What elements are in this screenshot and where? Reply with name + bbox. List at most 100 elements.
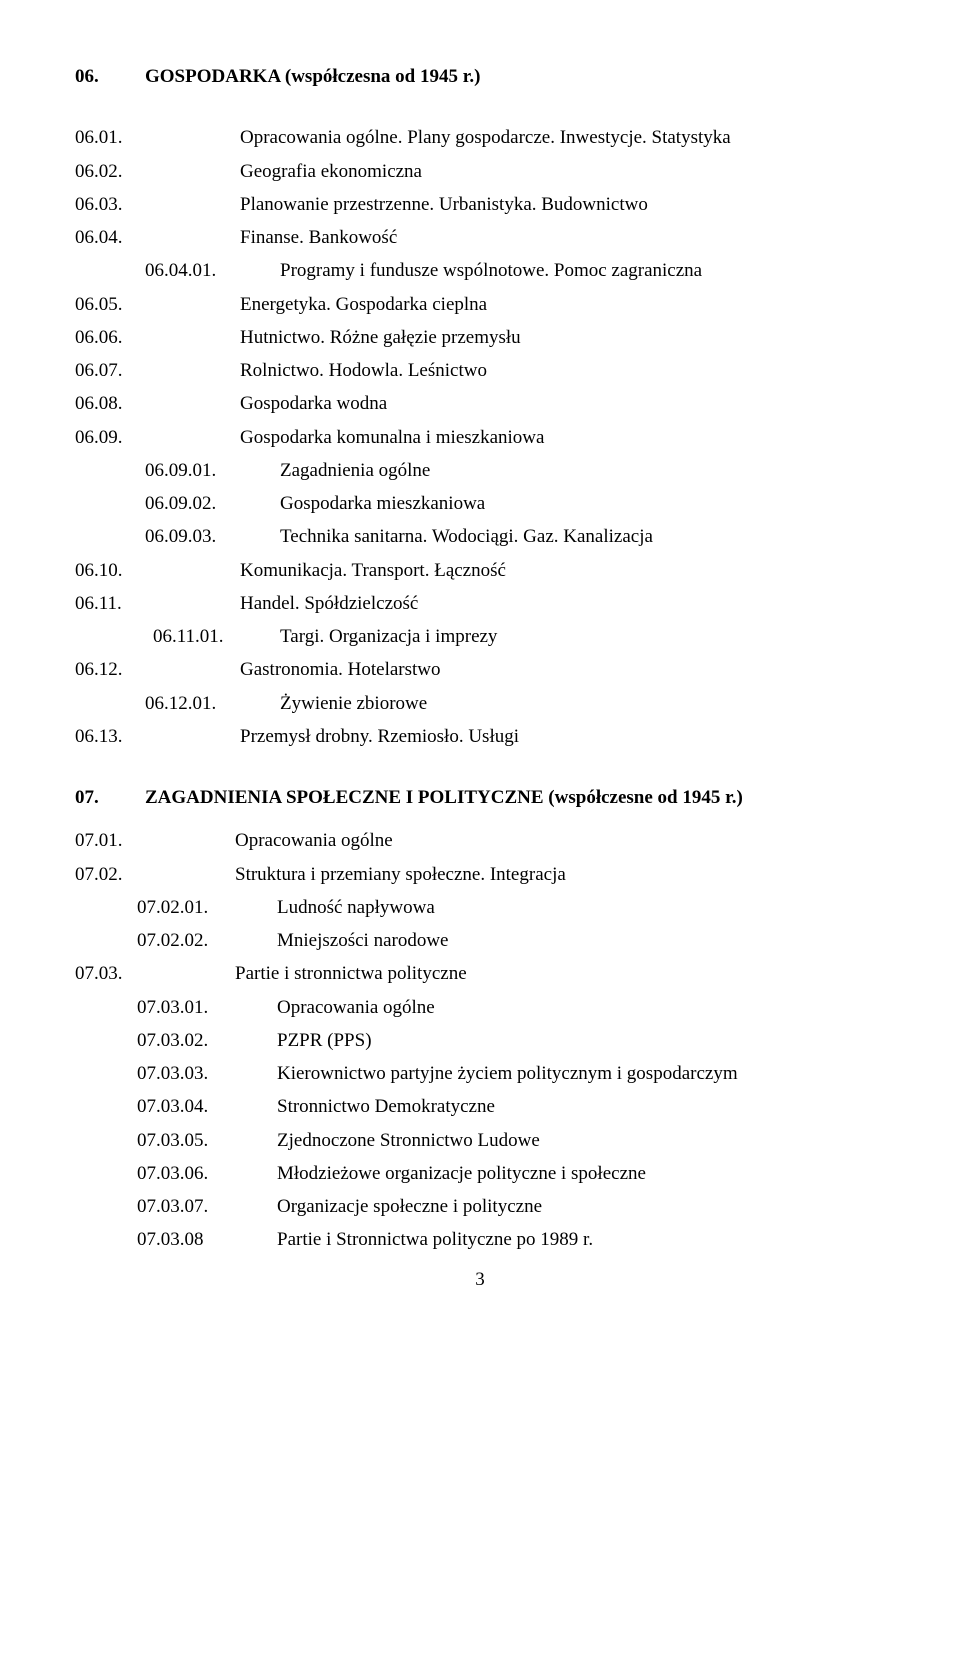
item-label: Młodzieżowe organizacje polityczne i spo… xyxy=(277,1157,885,1190)
item-code: 07.03.07. xyxy=(137,1190,277,1223)
item-label: Planowanie przestrzenne. Urbanistyka. Bu… xyxy=(240,188,885,221)
item-code: 07.03.03. xyxy=(137,1057,277,1090)
item-label: PZPR (PPS) xyxy=(277,1024,885,1057)
list-subitem: 07.03.01. Opracowania ogólne xyxy=(75,991,885,1024)
item-label: Opracowania ogólne. Plany gospodarcze. I… xyxy=(240,121,885,154)
list-item: 07.03. Partie i stronnictwa polityczne xyxy=(75,957,885,990)
item-label: Targi. Organizacja i imprezy xyxy=(280,620,885,653)
item-code: 07.03.06. xyxy=(137,1157,277,1190)
item-code: 07.03.05. xyxy=(137,1124,277,1157)
list-subitem: 07.03.08 Partie i Stronnictwa polityczne… xyxy=(75,1223,885,1256)
heading-code: 06. xyxy=(75,60,145,93)
list-item: 06.11. Handel. Spółdzielczość xyxy=(75,587,885,620)
section-06-heading: 06. GOSPODARKA (współczesna od 1945 r.) xyxy=(75,60,885,93)
item-label: Zagadnienia ogólne xyxy=(280,454,885,487)
item-code: 06.12.01. xyxy=(145,687,280,720)
item-code: 06.11.01. xyxy=(153,620,280,653)
item-code: 06.11. xyxy=(75,587,240,620)
item-code: 06.07. xyxy=(75,354,240,387)
heading-code: 07. xyxy=(75,781,145,814)
list-item: 06.07. Rolnictwo. Hodowla. Leśnictwo xyxy=(75,354,885,387)
item-label: Komunikacja. Transport. Łączność xyxy=(240,554,885,587)
item-code: 06.04.01. xyxy=(145,254,280,287)
list-item: 06.04. Finanse. Bankowość xyxy=(75,221,885,254)
item-code: 06.08. xyxy=(75,387,240,420)
section-07: 07. ZAGADNIENIA SPOŁECZNE I POLITYCZNE (… xyxy=(75,781,885,1257)
list-subitem: 07.03.06. Młodzieżowe organizacje polity… xyxy=(75,1157,885,1190)
list-subitem: 07.03.05. Zjednoczone Stronnictwo Ludowe xyxy=(75,1124,885,1157)
item-code: 07.01. xyxy=(75,824,235,857)
item-code: 06.04. xyxy=(75,221,240,254)
item-code: 07.02.02. xyxy=(137,924,277,957)
list-subitem: 07.02.02. Mniejszości narodowe xyxy=(75,924,885,957)
item-code: 07.03.08 xyxy=(137,1223,277,1256)
item-label: Organizacje społeczne i polityczne xyxy=(277,1190,885,1223)
item-label: Geografia ekonomiczna xyxy=(240,155,885,188)
item-code: 07.02.01. xyxy=(137,891,277,924)
item-code: 06.09.02. xyxy=(145,487,280,520)
item-code: 06.13. xyxy=(75,720,240,753)
item-label: Rolnictwo. Hodowla. Leśnictwo xyxy=(240,354,885,387)
item-code: 07.02. xyxy=(75,858,235,891)
heading-label: ZAGADNIENIA SPOŁECZNE I POLITYCZNE (wspó… xyxy=(145,781,885,814)
item-label: Zjednoczone Stronnictwo Ludowe xyxy=(277,1124,885,1157)
item-code: 07.03.02. xyxy=(137,1024,277,1057)
item-label: Technika sanitarna. Wodociągi. Gaz. Kana… xyxy=(280,520,885,553)
item-code: 07.03.04. xyxy=(137,1090,277,1123)
item-code: 06.09.01. xyxy=(145,454,280,487)
list-item: 06.12. Gastronomia. Hotelarstwo xyxy=(75,653,885,686)
item-label: Żywienie zbiorowe xyxy=(280,687,885,720)
list-item: 06.05. Energetyka. Gospodarka cieplna xyxy=(75,288,885,321)
item-label: Mniejszości narodowe xyxy=(277,924,885,957)
item-code: 06.12. xyxy=(75,653,240,686)
list-subitem: 06.09.03. Technika sanitarna. Wodociągi.… xyxy=(75,520,885,553)
item-label: Partie i stronnictwa polityczne xyxy=(235,957,885,990)
item-label: Opracowania ogólne xyxy=(235,824,885,857)
list-subitem: 06.12.01. Żywienie zbiorowe xyxy=(75,687,885,720)
item-label: Hutnictwo. Różne gałęzie przemysłu xyxy=(240,321,885,354)
list-item: 06.03. Planowanie przestrzenne. Urbanist… xyxy=(75,188,885,221)
list-item: 06.13. Przemysł drobny. Rzemiosło. Usług… xyxy=(75,720,885,753)
item-code: 06.10. xyxy=(75,554,240,587)
list-item: 06.01. Opracowania ogólne. Plany gospoda… xyxy=(75,121,885,154)
list-subitem: 06.04.01. Programy i fundusze wspólnotow… xyxy=(75,254,885,287)
item-code: 06.06. xyxy=(75,321,240,354)
list-subitem: 06.11.01. Targi. Organizacja i imprezy xyxy=(75,620,885,653)
item-label: Struktura i przemiany społeczne. Integra… xyxy=(235,858,885,891)
item-code: 06.09.03. xyxy=(145,520,280,553)
item-code: 07.03.01. xyxy=(137,991,277,1024)
list-subitem: 07.03.03. Kierownictwo partyjne życiem p… xyxy=(75,1057,885,1090)
item-label: Opracowania ogólne xyxy=(277,991,885,1024)
section-06: 06. GOSPODARKA (współczesna od 1945 r.) … xyxy=(75,60,885,753)
item-label: Gastronomia. Hotelarstwo xyxy=(240,653,885,686)
item-label: Kierownictwo partyjne życiem politycznym… xyxy=(277,1057,885,1090)
heading-label: GOSPODARKA (współczesna od 1945 r.) xyxy=(145,60,885,93)
item-label: Stronnictwo Demokratyczne xyxy=(277,1090,885,1123)
item-label: Programy i fundusze wspólnotowe. Pomoc z… xyxy=(280,254,885,287)
item-code: 06.02. xyxy=(75,155,240,188)
section-07-heading: 07. ZAGADNIENIA SPOŁECZNE I POLITYCZNE (… xyxy=(75,781,885,814)
list-item: 06.10. Komunikacja. Transport. Łączność xyxy=(75,554,885,587)
item-label: Gospodarka wodna xyxy=(240,387,885,420)
list-subitem: 07.02.01. Ludność napływowa xyxy=(75,891,885,924)
item-code: 06.09. xyxy=(75,421,240,454)
list-subitem: 07.03.04. Stronnictwo Demokratyczne xyxy=(75,1090,885,1123)
list-subitem: 07.03.02. PZPR (PPS) xyxy=(75,1024,885,1057)
item-label: Przemysł drobny. Rzemiosło. Usługi xyxy=(240,720,885,753)
list-item: 06.09. Gospodarka komunalna i mieszkanio… xyxy=(75,421,885,454)
item-label: Energetyka. Gospodarka cieplna xyxy=(240,288,885,321)
list-subitem: 07.03.07. Organizacje społeczne i polity… xyxy=(75,1190,885,1223)
item-code: 07.03. xyxy=(75,957,235,990)
page-number: 3 xyxy=(75,1263,885,1296)
list-item: 07.01. Opracowania ogólne xyxy=(75,824,885,857)
item-label: Gospodarka mieszkaniowa xyxy=(280,487,885,520)
list-item: 06.06. Hutnictwo. Różne gałęzie przemysł… xyxy=(75,321,885,354)
list-subitem: 06.09.01. Zagadnienia ogólne xyxy=(75,454,885,487)
item-label: Ludność napływowa xyxy=(277,891,885,924)
item-label: Finanse. Bankowość xyxy=(240,221,885,254)
item-label: Handel. Spółdzielczość xyxy=(240,587,885,620)
list-subitem: 06.09.02. Gospodarka mieszkaniowa xyxy=(75,487,885,520)
list-item: 07.02. Struktura i przemiany społeczne. … xyxy=(75,858,885,891)
item-code: 06.01. xyxy=(75,121,240,154)
list-item: 06.08. Gospodarka wodna xyxy=(75,387,885,420)
